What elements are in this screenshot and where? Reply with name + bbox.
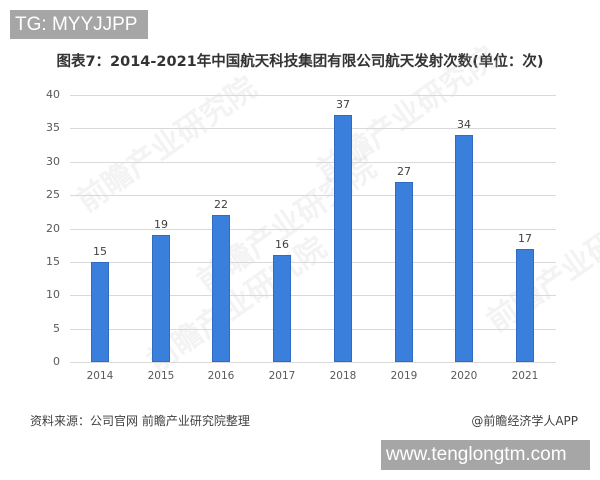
y-tick-label: 15: [46, 255, 60, 268]
chart-title: 图表7：2014-2021年中国航天科技集团有限公司航天发射次数(单位：次): [56, 54, 544, 70]
bar-2020: [455, 135, 473, 362]
y-tick-label: 0: [53, 355, 60, 368]
gridline: [70, 95, 556, 96]
y-tick-label: 40: [46, 88, 60, 101]
y-tick-label: 10: [46, 288, 60, 301]
bar-2019: [395, 182, 413, 362]
bar-value-label: 34: [457, 118, 471, 131]
bar-2014: [91, 262, 109, 362]
y-tick-label: 20: [46, 222, 60, 235]
bar-value-label: 22: [214, 198, 228, 211]
overlay-tag-bottom-text: www.tenglongtm.com: [386, 444, 567, 465]
bar-value-label: 17: [518, 232, 532, 245]
watermark-text: 前瞻产业研究院: [70, 70, 264, 220]
y-tick-label: 30: [46, 155, 60, 168]
credit-note: @前瞻经济学人APP: [471, 414, 578, 428]
bar-2021: [516, 249, 534, 362]
gridline: [70, 362, 556, 363]
overlay-tag-top: TG: MYYJJPP: [10, 10, 148, 39]
overlay-tag-top-text: TG: MYYJJPP: [15, 13, 138, 35]
x-tick-label: 2019: [390, 370, 418, 382]
x-tick-label: 2014: [86, 370, 114, 382]
data-source-note: 资料来源：公司官网 前瞻产业研究院整理: [30, 414, 250, 428]
x-tick-label: 2018: [329, 370, 357, 382]
bar-value-label: 37: [336, 98, 350, 111]
y-tick-label: 35: [46, 121, 60, 134]
bar-value-label: 16: [275, 238, 289, 251]
x-tick-label: 2021: [511, 370, 539, 382]
bar-2016: [212, 215, 230, 362]
bar-2015: [152, 235, 170, 362]
gridline: [70, 262, 556, 263]
x-tick-label: 2017: [268, 370, 296, 382]
y-tick-label: 5: [53, 322, 60, 335]
bar-value-label: 19: [154, 218, 168, 231]
gridline: [70, 195, 556, 196]
gridline: [70, 229, 556, 230]
gridline: [70, 162, 556, 163]
x-tick-label: 2020: [450, 370, 478, 382]
y-tick-label: 25: [46, 188, 60, 201]
gridline: [70, 329, 556, 330]
overlay-tag-bottom: www.tenglongtm.com: [381, 440, 590, 470]
bar-2017: [273, 255, 291, 362]
bar-2018: [334, 115, 352, 362]
bar-value-label: 27: [397, 165, 411, 178]
gridline: [70, 128, 556, 129]
bar-chart: 前瞻产业研究院 前瞻产业研究院 前瞻产业研究院 前瞻产业研究院 前瞻产业研究院 0 5 10…: [46, 40, 600, 382]
x-tick-label: 2016: [207, 370, 235, 382]
gridline: [70, 295, 556, 296]
x-tick-label: 2015: [147, 370, 175, 382]
bar-value-label: 15: [93, 245, 107, 258]
